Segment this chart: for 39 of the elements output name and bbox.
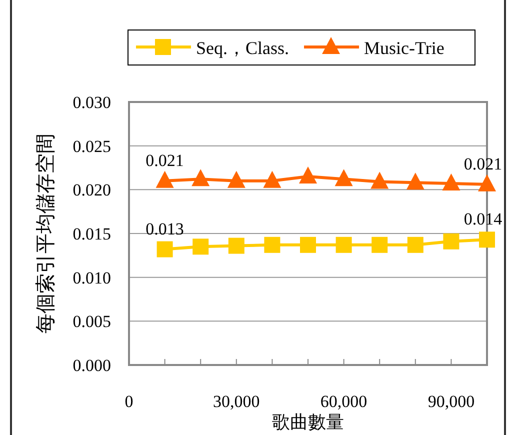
point [228,238,244,254]
x-axis-title: 歌曲數量 [272,412,344,432]
legend-label: Seq.，Class. [196,38,290,58]
y-axis-title: 每個索引平均儲存空間 [35,134,57,334]
y-tick-label: 0.000 [72,356,111,375]
data-label: 0.013 [146,219,184,238]
y-tick-label: 0.015 [72,224,111,244]
point [264,236,280,253]
legend-label: Music-Trie [364,38,444,58]
y-tick-label: 0.005 [72,312,111,332]
data-label: 0.021 [146,150,184,170]
x-tick-label: 0 [124,392,134,411]
point [156,241,173,258]
point [334,169,353,186]
point [478,174,496,192]
point [372,236,388,253]
point [443,233,460,250]
point [300,236,316,253]
data-label: 0.014 [464,210,503,229]
x-tick-label: 60,000 [320,392,368,411]
point [192,238,209,255]
y-tick-label: 0.025 [72,136,111,156]
point [192,169,210,186]
data-label: 0.021 [464,154,502,174]
point [263,170,282,188]
y-tick-label: 0.020 [72,180,111,200]
point [406,172,424,190]
point [370,172,389,189]
point [336,236,352,253]
y-tick-label: 0.030 [72,93,111,112]
point [227,170,246,188]
point [299,166,317,184]
point [442,174,460,191]
point [479,232,495,248]
point [156,170,174,188]
point [407,236,424,253]
x-tick-label: 90,000 [428,392,475,411]
y-tick-label: 0.010 [72,268,111,288]
x-tick-label: 30,000 [213,392,260,411]
